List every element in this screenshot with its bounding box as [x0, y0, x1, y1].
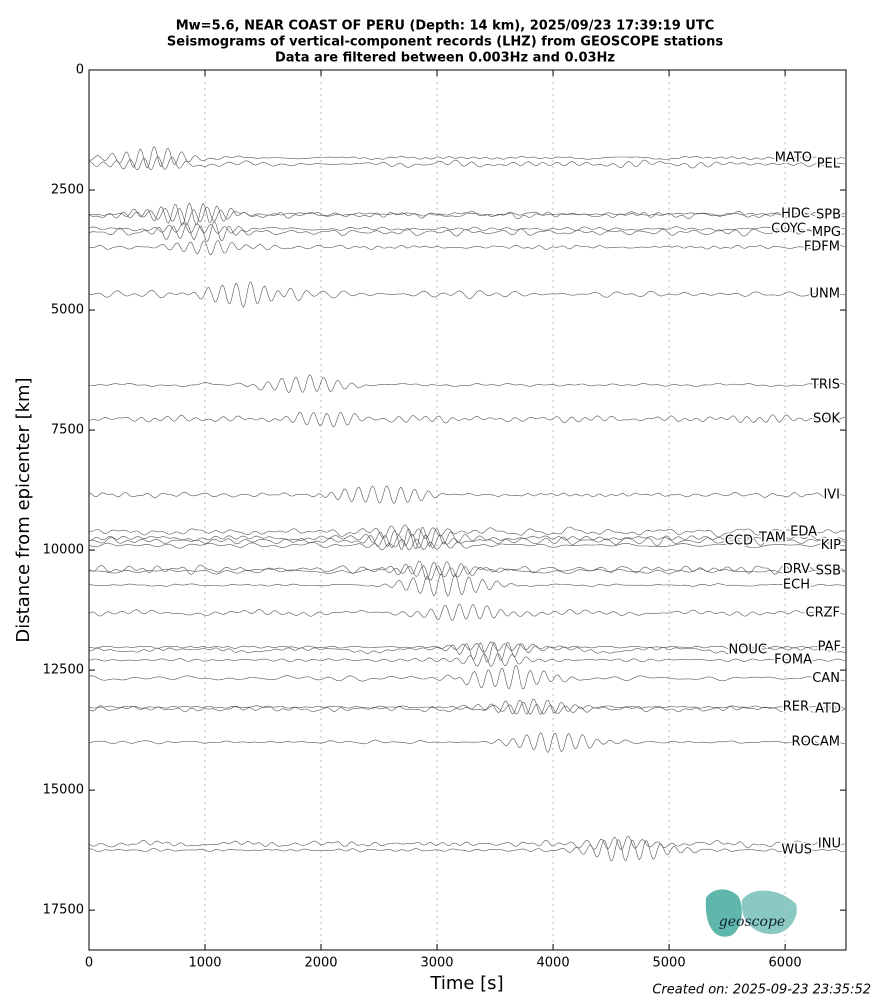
station-label: NOUC	[728, 642, 767, 657]
seismogram-trace	[88, 702, 846, 715]
station-label: SPB	[816, 207, 841, 222]
y-tick-label: 2500	[51, 183, 84, 198]
seismogram-trace	[88, 411, 846, 428]
x-tick-label: 3000	[420, 956, 453, 971]
station-label: RER	[783, 700, 809, 715]
station-label: TAM	[758, 531, 786, 546]
logo: geoscope	[705, 889, 797, 937]
seismogram-trace	[88, 641, 846, 663]
station-label: DRV	[783, 562, 810, 577]
seismogram-trace	[88, 374, 846, 394]
chart-subtitle: Data are filtered between 0.003Hz and 0.…	[275, 51, 615, 66]
seismogram-trace	[88, 146, 846, 169]
y-tick-label: 15000	[43, 783, 84, 798]
logo-text: geoscope	[719, 914, 785, 930]
y-tick-label: 17500	[43, 903, 84, 918]
station-label: IVI	[823, 487, 840, 502]
station-label: CCD	[725, 533, 753, 548]
y-tick-label: 5000	[51, 303, 84, 318]
seismogram-trace	[88, 202, 846, 226]
seismogram-trace	[88, 485, 846, 504]
station-label: SOK	[813, 412, 840, 427]
station-label: CAN	[812, 671, 840, 686]
seismogram-trace	[88, 664, 846, 690]
seismogram-trace	[88, 732, 845, 754]
x-tick-label: 6000	[769, 956, 802, 971]
station-label: INU	[818, 836, 841, 851]
y-tick-label: 7500	[51, 423, 84, 438]
seismogram-trace	[88, 527, 846, 550]
station-label: FDFM	[804, 240, 840, 255]
chart-title: Mw=5.6, NEAR COAST OF PERU (Depth: 14 km…	[176, 19, 715, 34]
station-label: MPG	[812, 225, 841, 240]
seismogram-trace	[88, 221, 846, 243]
seismogram-trace	[88, 603, 846, 622]
chart-subtitle: Seismograms of vertical-component record…	[167, 35, 723, 50]
y-tick-label: 10000	[43, 543, 84, 558]
x-tick-label: 5000	[653, 956, 686, 971]
seismogram-trace	[88, 836, 846, 851]
station-label: ROCAM	[792, 735, 840, 750]
station-label: FOMA	[774, 653, 812, 668]
seismogram-trace	[88, 838, 846, 862]
y-tick-label: 0	[76, 63, 84, 78]
seismogram-trace	[89, 240, 846, 256]
y-tick-label: 12500	[43, 663, 84, 678]
x-tick-label: 2000	[304, 956, 337, 971]
y-axis-label: Distance from epicenter [km]	[13, 377, 34, 642]
station-label: ECH	[783, 578, 810, 593]
seismogram-trace	[88, 698, 846, 716]
station-label: CRZF	[806, 605, 841, 620]
seismogram-trace	[89, 155, 846, 171]
station-label: KIP	[821, 538, 841, 553]
x-tick-label: 0	[85, 956, 93, 971]
seismogram-trace	[89, 565, 846, 581]
seismogram-trace	[89, 573, 845, 597]
x-axis-label: Time [s]	[429, 973, 503, 994]
seismogram-trace	[88, 538, 846, 551]
station-label: EDA	[790, 524, 817, 539]
plot-frame	[88, 69, 847, 951]
footer: Created on: 2025-09-23 23:35:52	[652, 983, 871, 998]
station-label: TRIS	[810, 377, 840, 392]
station-label: UNM	[810, 287, 840, 302]
station-label: MATO	[775, 150, 812, 165]
traces	[88, 146, 846, 862]
station-label: WUS	[781, 843, 812, 858]
station-label: SSB	[816, 564, 841, 579]
x-tick-label: 4000	[537, 956, 570, 971]
station-label: HDC	[781, 207, 810, 222]
station-label: COYC	[771, 221, 806, 236]
x-tick-label: 1000	[188, 956, 221, 971]
station-label: PEL	[817, 157, 841, 172]
logo-shape	[705, 889, 742, 937]
seismogram-trace	[88, 206, 846, 225]
seismogram-trace	[88, 533, 846, 549]
station-label: ATD	[815, 701, 841, 716]
seismogram-trace	[88, 641, 846, 653]
logo-shape	[741, 890, 797, 935]
seismogram-trace	[88, 653, 846, 667]
seismogram-trace	[88, 281, 845, 308]
station-label: PAF	[818, 640, 841, 655]
